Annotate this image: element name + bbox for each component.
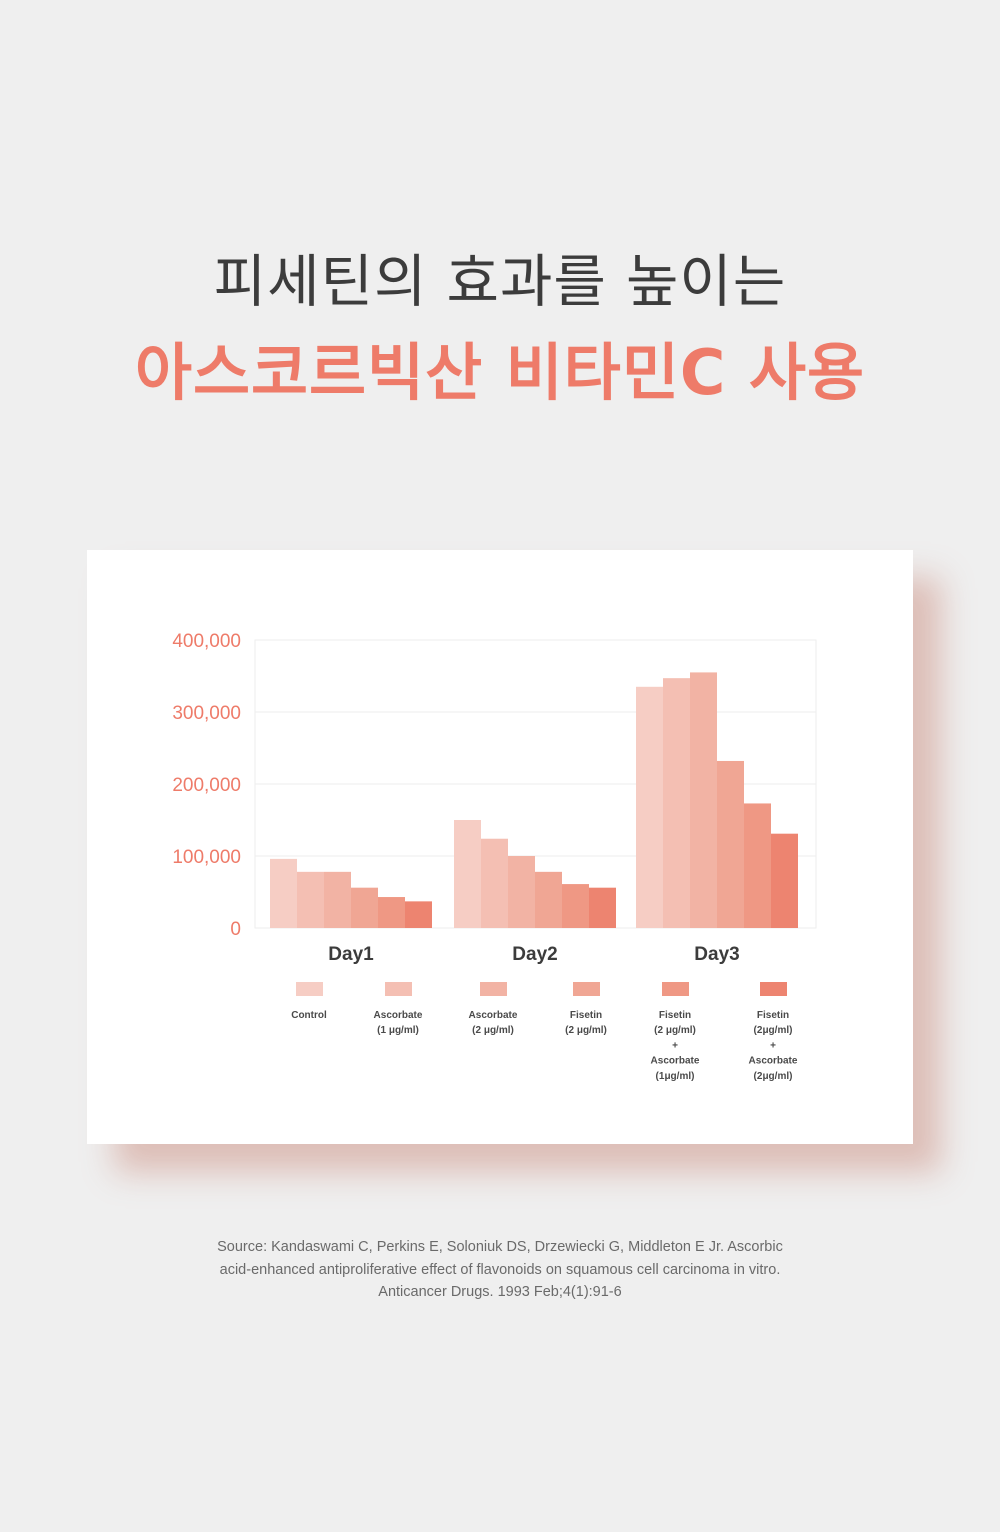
y-tick-label: 100,000 [172,847,241,868]
source-line: acid-enhanced antiproliferative effect o… [219,1261,781,1278]
legend-label: Ascorbate [469,1010,518,1021]
y-tick-label: 0 [230,919,241,940]
legend-label: Fisetin [570,1010,602,1021]
bar [324,871,351,928]
bar [351,887,378,928]
legend-swatch [480,982,507,996]
legend-label: Ascorbate [749,1056,798,1067]
headline-line-1: 피세틴의 효과를 높이는 [213,249,787,315]
bar-chart: 0 100,000 200,000 300,000 400,000 Day1 Day2 Day… [172,631,817,1082]
legend-label: (1μg/ml) [656,1071,695,1082]
legend-label: (2μg/ml) [754,1025,793,1036]
legend-swatch [662,982,689,996]
y-tick-label: 200,000 [172,775,241,796]
bar [771,833,798,928]
bar [562,884,589,928]
bar [717,760,744,928]
legend-label: + [770,1040,776,1051]
bar [481,838,508,928]
source-line: Anticancer Drugs. 1993 Feb;4(1):91-6 [378,1284,622,1300]
legend-swatch [385,982,412,996]
bar [663,678,690,928]
bar [270,858,297,928]
source-citation: Source: Kandaswami C, Perkins E, Soloniu… [0,1236,1000,1304]
bar [589,887,616,928]
y-tick-label: 400,000 [172,631,241,652]
legend-label: + [672,1040,678,1051]
legend-label: (2 μg/ml) [654,1025,696,1036]
bar [744,803,771,928]
legend-label: Ascorbate [651,1056,700,1067]
legend-label: Fisetin [757,1010,789,1021]
bar [535,871,562,928]
bar [297,871,324,928]
headline-line-2: 아스코르빅산 비타민C 사용 [134,336,866,409]
bar [378,897,405,928]
bar [454,820,481,928]
x-category-label: Day2 [512,944,557,965]
legend-label: Control [291,1010,327,1021]
legend-label: Ascorbate [374,1010,423,1021]
legend-label: (1 μg/ml) [377,1025,419,1036]
bar [690,672,717,928]
bar [405,901,432,928]
bar [508,856,535,928]
source-line: Source: Kandaswami C, Perkins E, Soloniu… [217,1239,783,1255]
x-category-label: Day3 [694,944,739,965]
legend-label: (2 μg/ml) [472,1025,514,1036]
legend-swatch [573,982,600,996]
legend-label: (2μg/ml) [754,1071,793,1082]
bar [636,686,663,928]
chart-card: 0 100,000 200,000 300,000 400,000 Day1 Day2 Day… [87,550,913,1144]
x-category-label: Day1 [328,944,374,965]
legend-label: Fisetin [659,1010,691,1021]
legend-swatch [296,982,323,996]
legend-label: (2 μg/ml) [565,1025,607,1036]
legend-swatch [760,982,787,996]
y-tick-label: 300,000 [172,703,241,724]
